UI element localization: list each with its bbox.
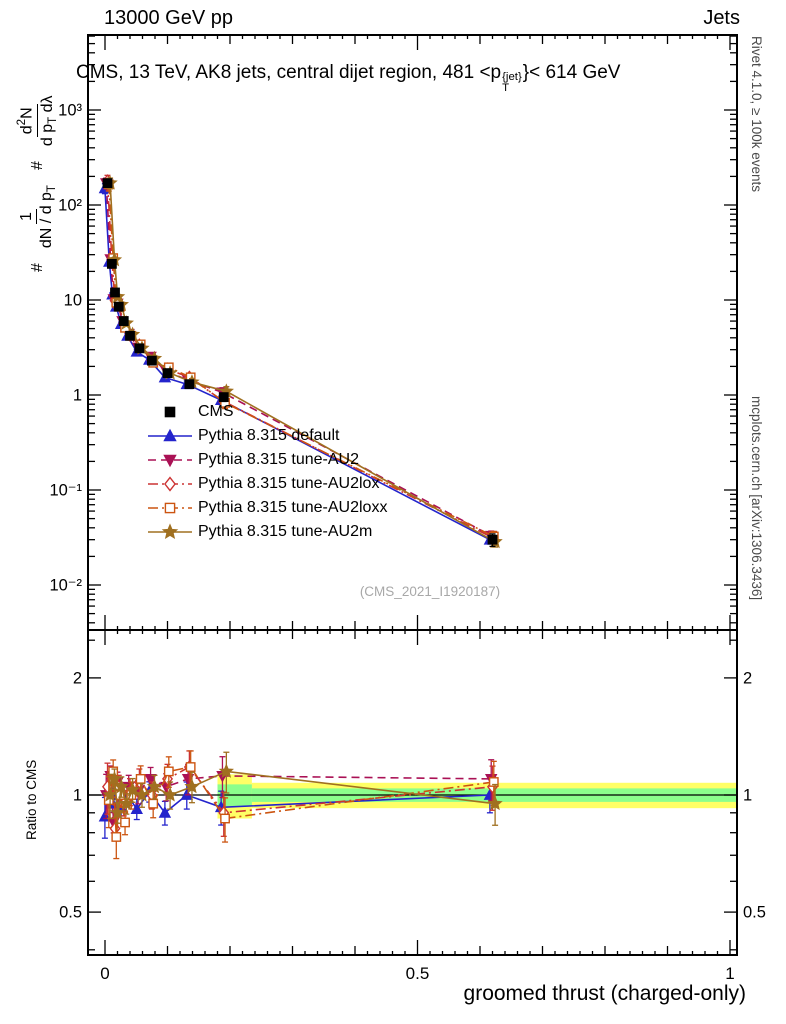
axis-ticks: [88, 35, 737, 955]
ratio-series: [98, 750, 503, 860]
legend-label-au2m: Pythia 8.315 tune-AU2m: [198, 523, 373, 540]
tick-label: 0: [100, 964, 109, 983]
tick-label: 2: [743, 669, 752, 687]
x-axis-label: groomed thrust (charged-only): [463, 982, 746, 1005]
legend-marker-au2m: [148, 523, 192, 540]
pt-jet-stack: {jet} T: [502, 71, 522, 95]
legend-item-au2loxx: Pythia 8.315 tune-AU2loxx: [146, 496, 387, 520]
ratio-uncertainty-band: [217, 774, 737, 819]
legend-marker-au2loxx: [148, 502, 192, 514]
legend-label-au2: Pythia 8.315 tune-AU2: [198, 451, 359, 468]
legend-item-au2m: Pythia 8.315 tune-AU2m: [146, 520, 387, 544]
legend-item-cms: CMS: [146, 400, 387, 424]
tick-label: 1: [725, 964, 734, 983]
tick-label: 10⁻¹: [49, 482, 82, 500]
ratio-panel-frame: [87, 629, 738, 956]
tick-label: 0.5: [406, 964, 430, 983]
tick-label: 10³: [58, 102, 82, 120]
tick-label: 1: [743, 787, 752, 805]
tick-label: 10²: [58, 197, 82, 215]
legend-marker-au2lox: [148, 476, 192, 492]
cms-data-points: [102, 178, 498, 548]
tick-label: 10: [64, 292, 82, 310]
tick-label: 2: [73, 669, 82, 687]
beam-energy-label: 13000 GeV pp: [104, 7, 233, 29]
legend-marker-au2: [148, 454, 192, 468]
legend-item-au2: Pythia 8.315 tune-AU2: [146, 448, 387, 472]
legend-label-au2lox: Pythia 8.315 tune-AU2lox: [198, 475, 380, 492]
tick-label: 1: [73, 787, 82, 805]
plot-title-text: CMS, 13 TeV, AK8 jets, central dijet reg…: [76, 62, 502, 83]
tick-label: 1: [73, 387, 82, 405]
pt-superscript: {jet}: [502, 71, 522, 83]
legend: CMS Pythia 8.315 default Pythia 8.315 tune…: [146, 400, 387, 544]
legend-marker-cms: [164, 406, 176, 418]
plot-title-tail: }< 614 GeV: [522, 62, 621, 83]
tick-label: 0.5: [59, 904, 82, 922]
analysis-id-watermark: (CMS_2021_I1920187): [359, 584, 501, 599]
tick-label: 10⁻²: [49, 577, 82, 595]
legend-label-default: Pythia 8.315 default: [198, 427, 340, 444]
analysis-group-label: Jets: [703, 7, 740, 29]
legend-item-au2lox: Pythia 8.315 tune-AU2lox: [146, 472, 387, 496]
legend-item-default: Pythia 8.315 default: [146, 424, 387, 448]
legend-label-cms: CMS: [198, 403, 234, 420]
legend-label-au2loxx: Pythia 8.315 tune-AU2loxx: [198, 499, 388, 516]
plot-title: CMS, 13 TeV, AK8 jets, central dijet reg…: [76, 62, 620, 95]
pt-subscript: T: [502, 82, 510, 95]
tick-label: 0.5: [743, 904, 766, 922]
legend-marker-default: [148, 428, 192, 442]
